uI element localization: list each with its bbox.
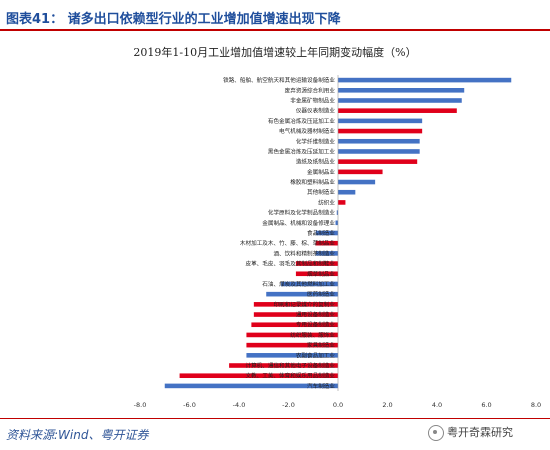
category-label: 金属制品业 (307, 168, 335, 176)
x-tick-label: 8.0 (531, 401, 541, 409)
x-tick-label: 6.0 (481, 401, 491, 409)
bar (266, 291, 338, 297)
bar (338, 77, 512, 83)
watermark-label: 粤开奇霖研究 (447, 426, 513, 439)
bar (338, 159, 418, 164)
category-label: 废弃资源综合利用业 (285, 86, 336, 94)
bar (338, 88, 465, 93)
x-tick-label: -2.0 (282, 401, 295, 409)
x-tick-label: -4.0 (233, 401, 246, 409)
category-label: 仪器仪表制造业 (296, 107, 336, 115)
bar (336, 210, 338, 215)
bar (295, 261, 338, 266)
bar (251, 322, 339, 328)
category-label: 电气机械及器材制造业 (279, 127, 335, 135)
category-label: 有色金属冶炼及压延加工业 (268, 117, 336, 125)
category-label: 印刷和记录媒介的复制业 (273, 300, 335, 308)
bar (338, 200, 346, 205)
category-label: 酒、饮料和精制茶制造业 (273, 249, 335, 257)
bar (164, 383, 338, 389)
bar (338, 189, 356, 195)
bar (281, 281, 338, 287)
category-label: 烟草制品业 (307, 270, 335, 278)
category-label: 石油、煤炭及其他燃料加工业 (262, 280, 335, 288)
source-note: 资料来源:Wind、粤开证券 (6, 428, 149, 442)
category-label: 农副食品加工业 (296, 351, 336, 359)
bar (253, 302, 338, 307)
bar (179, 373, 338, 379)
category-label: 纺织服装、服饰业 (290, 331, 335, 339)
bar (315, 230, 338, 236)
category-label: 造纸及纸制品业 (296, 158, 336, 166)
category-label: 汽车制造业 (307, 382, 335, 390)
bar (338, 98, 462, 103)
category-label: 黑色金属冶炼及压延加工业 (268, 147, 336, 155)
bar (338, 169, 383, 175)
bar (246, 342, 338, 348)
wechat-icon (428, 425, 444, 441)
bar (315, 251, 338, 256)
header: 图表41： 诸多出口依赖型行业的工业增加值增速出现下降 (0, 0, 550, 31)
category-label: 医药制造业 (307, 290, 335, 298)
bar (338, 179, 376, 185)
category-label: 通用设备制造业 (296, 311, 336, 319)
category-label: 计算机、通信和其他电子设备制造业 (245, 362, 335, 370)
header-divider (0, 29, 550, 31)
footer-divider (0, 418, 550, 419)
bar (335, 220, 338, 226)
bar (253, 312, 338, 317)
bar (246, 332, 338, 338)
x-tick-label: 0.0 (333, 401, 343, 409)
chart-title: 2019年1-10月工业增加值增速较上年同期变动幅度（%） (133, 46, 417, 59)
category-label: 家具制造业 (307, 341, 335, 349)
category-label: 纺织业 (318, 198, 335, 206)
bar (315, 240, 338, 246)
x-tick-label: -8.0 (134, 401, 147, 409)
category-label: 专用设备制造业 (296, 321, 336, 329)
bar (338, 118, 423, 124)
category-label: 金属制品、机械和设备修理业 (262, 219, 335, 227)
bar (338, 149, 420, 154)
category-label: 食品制造业 (307, 229, 335, 237)
category-label: 皮革、毛皮、羽毛及其制品和制鞋业 (245, 260, 335, 268)
page-title: 图表41： 诸多出口依赖型行业的工业增加值增速出现下降 (6, 12, 341, 27)
category-label: 文教、工美、体育和娱乐用品制造业 (245, 372, 335, 380)
category-label: 化学原料及化学制品制造业 (268, 209, 336, 217)
category-label: 其他制造业 (307, 188, 335, 196)
x-tick-label: 2.0 (382, 401, 392, 409)
category-label: 橡胶和塑料制品业 (290, 178, 335, 186)
x-tick-label: 4.0 (432, 401, 442, 409)
bar (338, 138, 420, 144)
category-label: 铁路、船舶、航空航天和其他运输设备制造业 (223, 76, 335, 84)
category-label: 化学纤维制造业 (296, 137, 336, 145)
bar (338, 128, 423, 134)
bar (295, 271, 338, 277)
watermark: 粤开奇霖研究 (428, 424, 513, 441)
bar (338, 108, 457, 113)
category-label: 非金属矿物制品业 (290, 96, 335, 104)
category-label: 木材加工及木、竹、藤、棕、草制品业 (240, 239, 336, 247)
x-tick-label: -6.0 (183, 401, 196, 409)
bar (229, 363, 338, 368)
bar (246, 353, 338, 358)
